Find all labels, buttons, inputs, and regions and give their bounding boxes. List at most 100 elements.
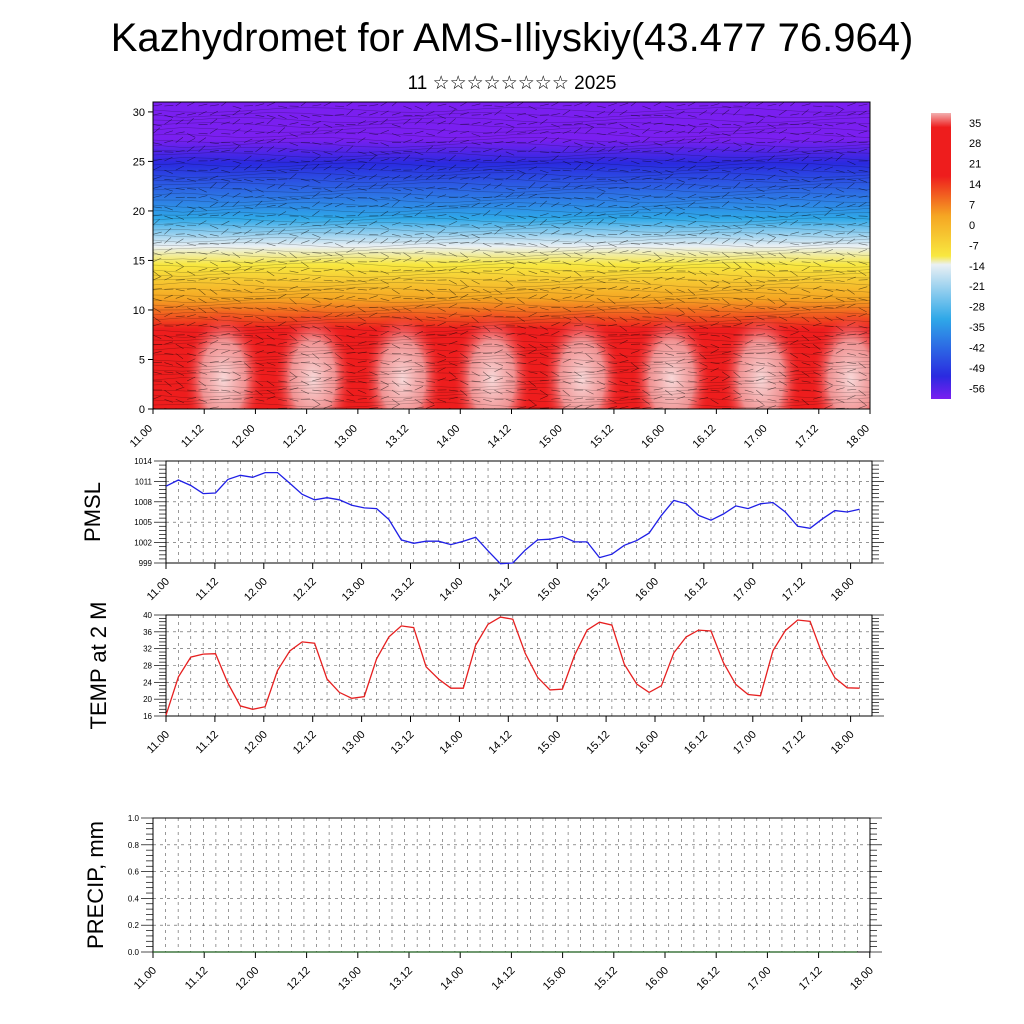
barb — [300, 261, 309, 268]
barb — [323, 165, 332, 171]
barb — [619, 258, 629, 263]
barb — [630, 249, 640, 253]
barb — [323, 368, 333, 373]
barb — [744, 303, 754, 308]
barb — [585, 248, 594, 253]
barb — [528, 146, 537, 153]
barb — [187, 353, 196, 356]
barb — [380, 252, 389, 257]
barb — [255, 398, 265, 402]
barb — [312, 334, 322, 338]
barb — [847, 169, 856, 175]
barb — [585, 234, 595, 238]
barb — [847, 389, 857, 391]
barb — [232, 224, 242, 229]
barb — [608, 187, 618, 189]
barb — [425, 145, 434, 153]
barb — [813, 124, 823, 126]
barb — [619, 187, 629, 189]
barb — [710, 196, 720, 198]
barb — [551, 322, 560, 327]
barb — [243, 322, 253, 327]
barb — [812, 362, 822, 367]
barb — [608, 371, 618, 374]
barb — [278, 316, 288, 318]
barb — [835, 109, 844, 116]
barb — [221, 158, 231, 162]
barb — [369, 238, 378, 244]
barb — [403, 279, 413, 281]
barb — [255, 132, 265, 134]
barb — [653, 184, 663, 189]
barb — [778, 342, 788, 345]
barb — [539, 183, 548, 189]
barb — [323, 173, 332, 180]
barb — [243, 219, 252, 226]
barb — [323, 362, 332, 368]
barb — [221, 278, 231, 281]
barb — [676, 224, 686, 227]
barb — [562, 202, 572, 208]
barb — [221, 389, 231, 392]
barb — [744, 113, 754, 116]
barb — [630, 316, 640, 321]
barb — [767, 185, 777, 189]
barb — [460, 353, 468, 359]
barb — [551, 270, 560, 274]
barb — [585, 288, 595, 293]
barb — [255, 188, 264, 193]
x-tick-label: 14.00 — [438, 965, 466, 993]
barb — [209, 197, 219, 202]
barb — [528, 288, 538, 291]
barb — [642, 279, 651, 285]
barb — [403, 188, 413, 191]
barb — [653, 316, 663, 320]
barb — [619, 353, 628, 359]
barb — [539, 169, 549, 174]
barb — [710, 133, 720, 135]
barb — [426, 350, 435, 354]
y-axis-title: PMSL — [80, 482, 105, 542]
barb — [596, 192, 605, 198]
barb — [175, 386, 185, 391]
barb — [448, 325, 458, 330]
barb — [733, 182, 741, 189]
contour-line — [153, 162, 870, 168]
barb — [596, 218, 604, 226]
barb — [300, 316, 310, 318]
barb — [790, 325, 799, 331]
barb — [539, 395, 549, 400]
barb — [175, 113, 185, 116]
x-tick-label: 17.12 — [793, 423, 821, 451]
barb — [721, 359, 731, 363]
barb — [437, 157, 447, 162]
barb — [153, 288, 162, 290]
barb — [187, 188, 197, 190]
colorbar-label: -35 — [969, 322, 985, 334]
barb — [687, 371, 697, 374]
barb — [517, 234, 526, 238]
barb — [334, 353, 343, 360]
barb — [221, 220, 230, 226]
barb — [585, 389, 594, 395]
barb — [289, 234, 299, 237]
barb — [699, 156, 708, 162]
barb — [153, 104, 162, 107]
barb — [619, 169, 629, 172]
barb — [278, 137, 286, 143]
barb — [744, 234, 754, 238]
barb — [744, 184, 753, 189]
barb — [574, 160, 583, 164]
barb — [812, 111, 822, 116]
barb — [710, 376, 719, 382]
barb — [232, 389, 241, 395]
barb — [687, 124, 697, 128]
barb — [710, 124, 719, 129]
barb — [278, 380, 288, 383]
barb — [437, 367, 446, 373]
barb — [243, 111, 253, 116]
barb — [824, 404, 833, 409]
barb — [744, 298, 753, 304]
barb — [790, 133, 800, 135]
